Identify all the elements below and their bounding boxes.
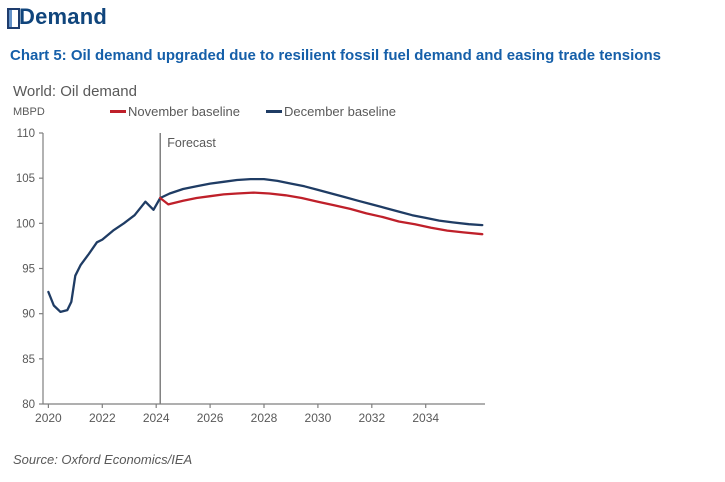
legend-line-swatch-navy bbox=[266, 110, 283, 113]
y-axis-tick-label: 80 bbox=[22, 399, 35, 411]
y-axis-unit-label: MBPD bbox=[13, 106, 45, 118]
y-axis-tick-label: 110 bbox=[17, 128, 35, 140]
source-note: Source: Oxford Economics/IEA bbox=[13, 452, 193, 467]
series-line-december-baseline bbox=[47, 177, 484, 314]
legend-label: November baseline bbox=[128, 104, 241, 119]
legend-label: December baseline bbox=[284, 104, 397, 119]
y-axis-tick-label: 85 bbox=[22, 354, 35, 366]
page-title: Demand bbox=[19, 4, 107, 29]
y-axis-tick-label: 90 bbox=[22, 309, 35, 321]
x-axis-tick-label: 2034 bbox=[412, 411, 439, 425]
brand-mark-icon bbox=[7, 8, 20, 29]
y-axis-tick-label: 100 bbox=[16, 218, 35, 230]
x-axis-tick-label: 2020 bbox=[35, 411, 62, 425]
x-axis-tick-label: 2022 bbox=[89, 411, 116, 425]
oil-demand-line-chart: 80 85 90 95 100 105 110 2020 2022 2024 2026 2028 203… bbox=[16, 128, 485, 425]
forecast-label: Forecast bbox=[167, 136, 216, 150]
legend-item-december-baseline: December baseline bbox=[266, 104, 396, 119]
x-axis-tick-label: 2030 bbox=[305, 411, 332, 425]
x-axis-tick-label: 2032 bbox=[358, 411, 385, 425]
chart-heading: Chart 5: Oil demand upgraded due to resi… bbox=[10, 47, 661, 64]
legend-line-swatch-red bbox=[110, 110, 126, 113]
y-axis-tick-label: 105 bbox=[16, 173, 35, 185]
legend-item-november-baseline: November baseline bbox=[110, 104, 240, 119]
x-axis-tick-label: 2024 bbox=[143, 411, 170, 425]
y-axis-tick-label: 95 bbox=[22, 264, 35, 276]
series-line-november-baseline bbox=[159, 191, 484, 236]
chart-legend: November baseline December baseline bbox=[110, 104, 396, 119]
x-axis-tick-label: 2028 bbox=[251, 411, 278, 425]
x-axis-tick-label: 2026 bbox=[197, 411, 224, 425]
chart-title: World: Oil demand bbox=[13, 83, 137, 100]
